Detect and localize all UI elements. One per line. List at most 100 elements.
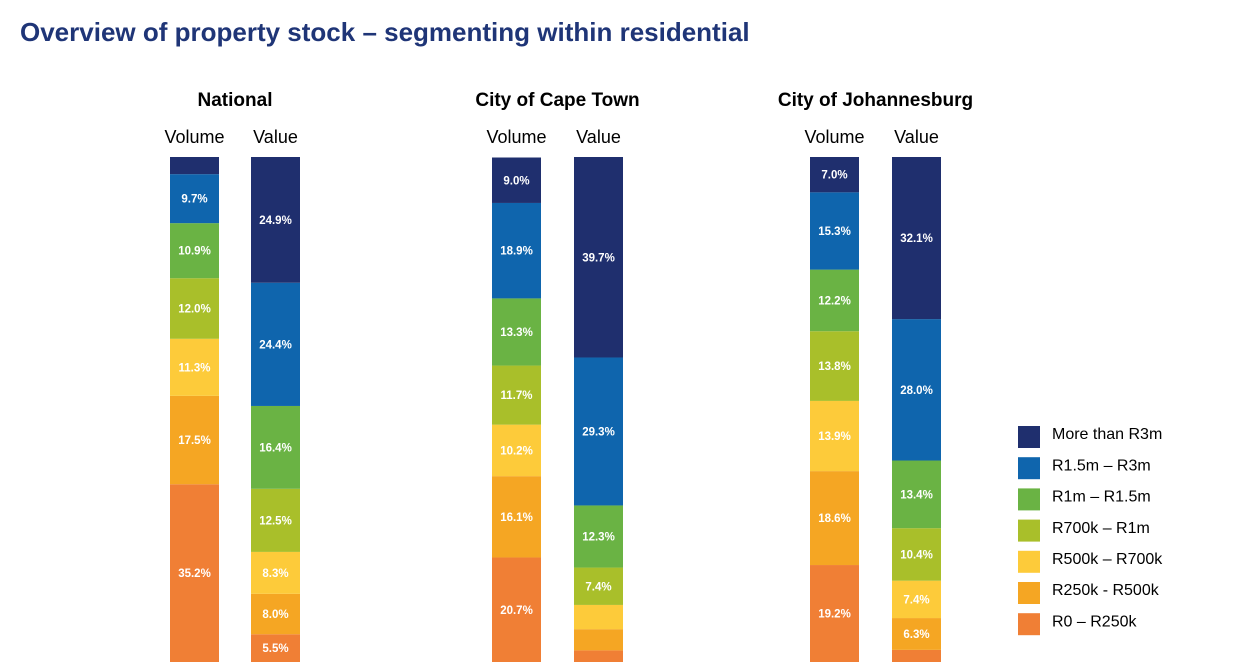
value-label: 13.3%	[500, 327, 533, 339]
bar-segment	[892, 618, 941, 650]
value-label: 15.3%	[818, 226, 851, 238]
legend-swatch	[1018, 457, 1040, 480]
value-label: 12.3%	[582, 532, 615, 544]
value-label: 13.8%	[818, 361, 851, 373]
bar-segment	[251, 488, 300, 552]
bar-segment	[170, 484, 219, 662]
bar-segment	[170, 174, 219, 224]
value-label: 16.1%	[500, 512, 533, 524]
bar-segment	[892, 528, 941, 581]
legend-label: R500k – R700k	[1052, 551, 1163, 568]
value-label: 6.3%	[903, 629, 929, 641]
bar-segment	[170, 278, 219, 339]
legend-label: R1m – R1.5m	[1052, 489, 1151, 506]
value-label: 17.5%	[178, 435, 211, 447]
x-tick-label: Value	[253, 127, 298, 147]
value-label: 24.9%	[259, 215, 292, 227]
bar-segment	[574, 650, 623, 662]
value-label: 12.2%	[818, 295, 851, 307]
bar-segment	[170, 157, 219, 175]
group-title: City of Cape Town	[475, 90, 639, 111]
legend-swatch	[1018, 519, 1040, 542]
x-tick-label: Volume	[164, 127, 224, 147]
legend-swatch	[1018, 550, 1040, 573]
value-label: 18.9%	[500, 246, 533, 258]
value-label: 19.2%	[818, 609, 851, 621]
bar-segment	[810, 157, 859, 193]
legend-swatch	[1018, 488, 1040, 511]
value-label: 7.0%	[821, 170, 847, 182]
x-tick-label: Volume	[804, 127, 864, 147]
bar-segment	[170, 395, 219, 485]
bar-segment	[574, 357, 623, 506]
value-label: 10.2%	[500, 445, 533, 457]
bar-segment	[810, 565, 859, 662]
value-label: 20.7%	[500, 605, 533, 617]
bar-segment	[492, 157, 541, 203]
value-label: 28.0%	[900, 385, 933, 397]
bar-segment	[810, 400, 859, 472]
bar-segment	[492, 202, 541, 299]
bar-segment	[892, 157, 941, 320]
bar-segment	[492, 298, 541, 366]
value-label: 11.7%	[501, 390, 533, 402]
legend-swatch	[1018, 426, 1040, 448]
bar-segment	[574, 629, 623, 651]
value-label: 39.7%	[582, 252, 615, 264]
group-title: National	[198, 90, 273, 111]
value-label: 18.6%	[818, 513, 851, 525]
bar-segment	[251, 551, 300, 594]
value-label: 12.0%	[178, 304, 211, 316]
bar-segment	[574, 567, 623, 605]
value-label: 13.9%	[818, 431, 851, 443]
chart-title: Overview of property stock – segmenting …	[20, 17, 750, 47]
bar-segment	[810, 471, 859, 566]
value-label: 7.4%	[903, 594, 929, 606]
x-tick-label: Value	[576, 127, 621, 147]
bar-segment	[492, 365, 541, 425]
legend-label: R250k - R500k	[1052, 582, 1160, 599]
bar-segment	[251, 405, 300, 489]
bar-segment	[251, 157, 300, 283]
bar-segment	[892, 649, 941, 662]
value-label: 16.4%	[259, 442, 292, 454]
bar-segment	[251, 634, 300, 662]
bar-segment	[892, 580, 941, 619]
legend-label: More than R3m	[1052, 426, 1162, 443]
bar-segment	[251, 282, 300, 406]
legend-label: R700k – R1m	[1052, 520, 1150, 537]
value-label: 7.4%	[585, 581, 611, 593]
value-label: 10.4%	[900, 549, 933, 561]
bar-segment	[810, 269, 859, 332]
legend-label: R1.5m – R3m	[1052, 457, 1151, 474]
bar-segment	[574, 604, 623, 630]
value-label: 9.7%	[181, 194, 207, 206]
value-label: 8.3%	[262, 568, 288, 580]
bar-segment	[492, 424, 541, 477]
bar-segment	[892, 460, 941, 529]
value-label: 8.0%	[262, 609, 288, 621]
bar-segment	[492, 557, 541, 662]
value-label: 24.4%	[259, 339, 292, 351]
bar-segment	[492, 476, 541, 558]
value-label: 35.2%	[178, 568, 211, 580]
legend-swatch	[1018, 582, 1040, 604]
value-label: 10.9%	[178, 246, 211, 258]
bar-segment	[810, 192, 859, 270]
bar-segment	[574, 505, 623, 568]
legend-swatch	[1018, 613, 1040, 636]
value-label: 9.0%	[503, 175, 529, 187]
x-tick-label: Volume	[486, 127, 546, 147]
bar-segment	[574, 157, 623, 358]
bar-segment	[810, 331, 859, 401]
bar-segment	[170, 223, 219, 279]
bar-segment	[251, 593, 300, 635]
value-label: 13.4%	[900, 489, 933, 501]
x-tick-label: Value	[894, 127, 939, 147]
group-title: City of Johannesburg	[778, 90, 973, 111]
bar-segment	[892, 319, 941, 461]
value-label: 32.1%	[900, 233, 933, 245]
value-label: 5.5%	[262, 643, 288, 655]
bar-segment	[170, 338, 219, 396]
